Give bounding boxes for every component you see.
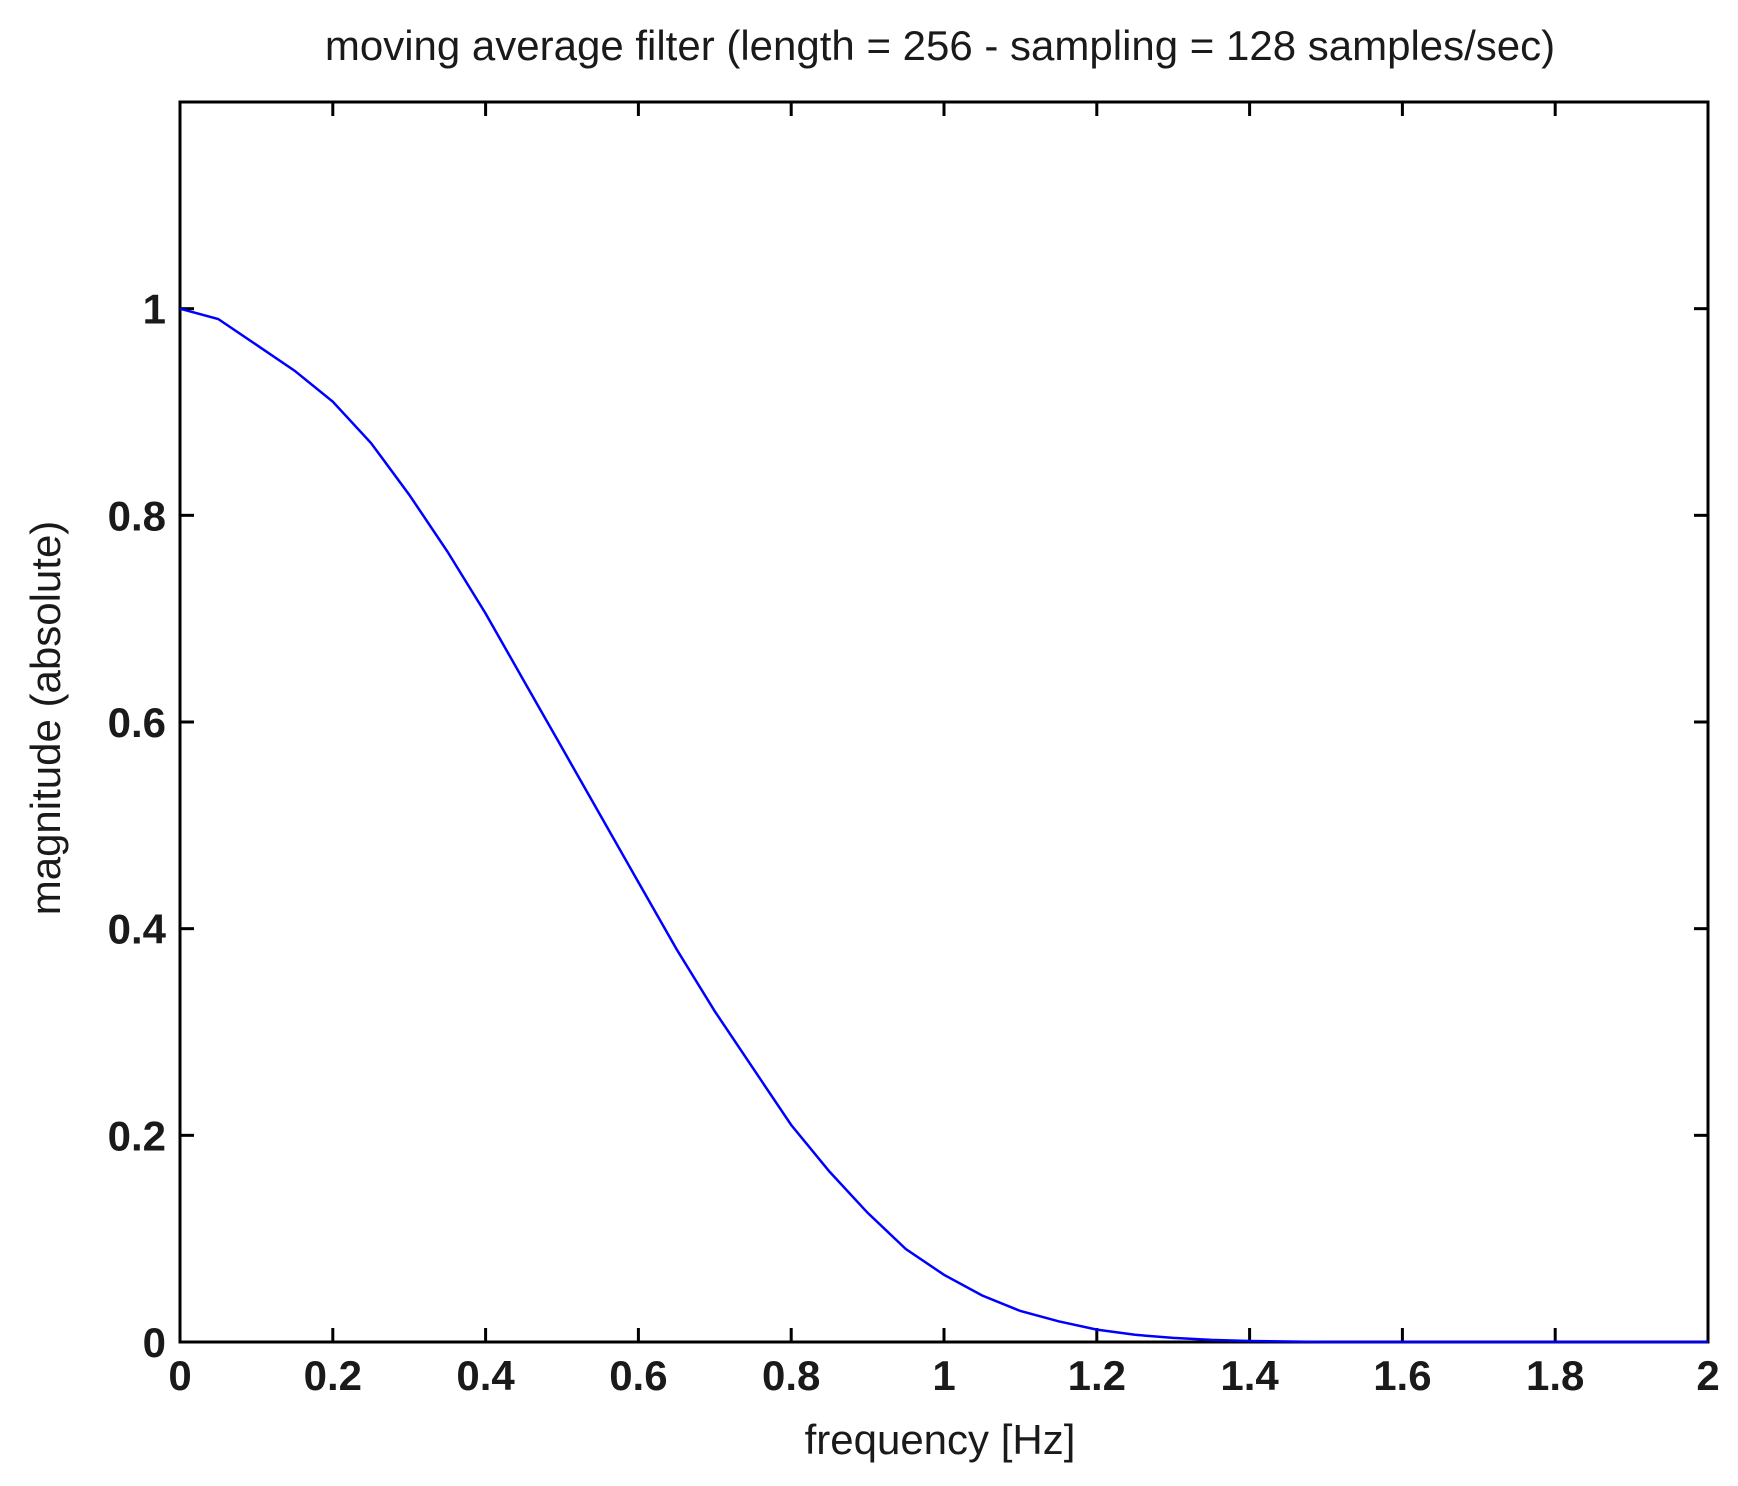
x-tick-label: 2 <box>1696 1352 1719 1399</box>
y-tick-label: 0.6 <box>108 699 166 746</box>
y-tick-label: 0.4 <box>108 906 167 953</box>
y-axis-label: magnitude (absolute) <box>22 521 69 916</box>
x-tick-label: 1 <box>932 1352 955 1399</box>
axis-ticks <box>178 102 1710 1344</box>
x-tick-label: 1.6 <box>1373 1352 1431 1399</box>
y-tick-label: 1 <box>143 286 166 333</box>
x-tick-label: 0.2 <box>304 1352 362 1399</box>
x-axis-label: frequency [Hz] <box>805 1416 1076 1463</box>
y-tick-label: 0.2 <box>108 1112 166 1159</box>
x-tick-label: 1.8 <box>1526 1352 1584 1399</box>
x-tick-label: 0.4 <box>456 1352 515 1399</box>
x-tick-label: 0.8 <box>762 1352 820 1399</box>
y-tick-label: 0.8 <box>108 492 166 539</box>
plot-area <box>178 100 1710 1344</box>
x-tick-label: 1.4 <box>1220 1352 1279 1399</box>
chart-title: moving average filter (length = 256 - sa… <box>325 22 1555 69</box>
y-tick-label: 0 <box>143 1319 166 1366</box>
series-line <box>179 307 1708 1344</box>
x-tick-label: 1.2 <box>1068 1352 1126 1399</box>
tick-labels: 0 0.2 0.4 0.6 0.8 1 1.2 1.4 1.6 1.8 2 0 0.2 0.4 0.6 0.8… <box>108 286 1720 1399</box>
x-tick-label: 0 <box>168 1352 191 1399</box>
x-tick-label: 0.6 <box>609 1352 667 1399</box>
